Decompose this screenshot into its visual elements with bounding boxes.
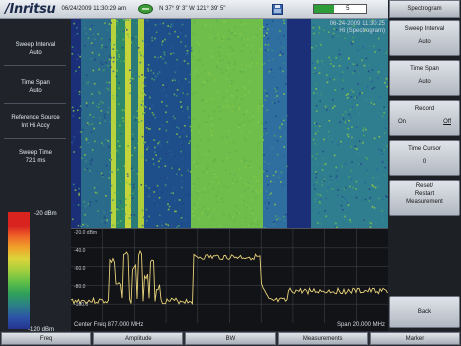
time-cursor-label: Time Cursor bbox=[408, 146, 441, 152]
sweep-interval-label: Sweep Interval bbox=[15, 42, 56, 48]
spectrum-trace: -20.0 dBm -40.0 -60.0 -80.0 -100.0 bbox=[70, 228, 388, 331]
reset-line-1: Reset/ bbox=[415, 183, 434, 189]
sweep-interval-value: Auto bbox=[418, 39, 431, 45]
ref-level-2: -60.0 bbox=[74, 266, 86, 272]
softkey-panel: Spectrogram Sweep Interval Auto Time Spa… bbox=[388, 0, 461, 331]
bw-menu-button[interactable]: BW bbox=[185, 332, 276, 345]
spectrogram-header: 06-24-2009 11:30:25 Hi (Spectrogram) bbox=[330, 21, 385, 35]
reference-source-param: Reference Source Int Hi Accy bbox=[3, 114, 68, 130]
record-toggle[interactable]: Record On Off bbox=[389, 100, 460, 136]
softkey-menu-title: Spectrogram bbox=[389, 0, 460, 18]
spectrogram-band bbox=[81, 19, 111, 228]
time-span-label: Time Span bbox=[410, 66, 439, 72]
parameter-panel: Sweep Interval Auto Time Span Auto Refer… bbox=[0, 19, 71, 333]
spectrum-trace-line bbox=[70, 249, 388, 305]
spectrogram-display: 06-24-2009 11:30:25 Hi (Spectrogram) bbox=[71, 19, 388, 228]
freq-menu-button[interactable]: Freq bbox=[1, 332, 92, 345]
back-button[interactable]: Back bbox=[389, 296, 460, 328]
sweep-interval-button[interactable]: Sweep Interval Auto bbox=[389, 20, 460, 56]
gps-icon bbox=[138, 4, 154, 14]
sweep-time-value: 721 ms bbox=[25, 158, 46, 164]
spectrogram-band bbox=[111, 19, 116, 228]
center-freq-label: Center Freq 877.000 MHz bbox=[74, 322, 144, 328]
datetime-readout: 06/24/2009 11:30:29 am bbox=[61, 6, 127, 12]
spectrogram-timestamp: 06-24-2009 11:30:25 bbox=[329, 21, 385, 27]
divider bbox=[4, 103, 66, 104]
spectrogram-band bbox=[191, 19, 263, 228]
ref-level-3: -80.0 bbox=[74, 284, 86, 290]
gps-coordinates: N 37° 9' 3" W 121° 39' 5" bbox=[159, 6, 226, 12]
marker-menu-button[interactable]: Marker bbox=[369, 332, 461, 345]
divider bbox=[4, 138, 66, 139]
scale-bottom-label: -120 dBm bbox=[28, 327, 55, 333]
time-cursor-button[interactable]: Time Cursor 0 bbox=[389, 140, 460, 176]
amplitude-menu-button[interactable]: Amplitude bbox=[93, 332, 184, 345]
time-span-label: Time Span bbox=[21, 80, 50, 86]
reset-line-2: Restart bbox=[414, 191, 435, 197]
trace-plot bbox=[70, 229, 388, 323]
time-cursor-value: 0 bbox=[422, 159, 427, 165]
reference-source-label: Reference Source bbox=[11, 115, 60, 121]
sweep-interval-label: Sweep Interval bbox=[404, 26, 445, 32]
spectrogram-band bbox=[71, 19, 81, 228]
battery-icon: 5 bbox=[312, 4, 367, 14]
spectrogram-image bbox=[71, 19, 388, 228]
back-label: Back bbox=[417, 309, 432, 315]
spectrogram-band bbox=[138, 19, 144, 228]
battery-level-bar bbox=[313, 5, 335, 13]
spectrogram-band bbox=[263, 19, 287, 228]
span-label: Span 20.000 MHz bbox=[336, 322, 385, 328]
save-icon[interactable] bbox=[271, 3, 283, 15]
frequency-labels: Center Freq 877.000 MHz Span 20.000 MHz bbox=[71, 322, 388, 331]
spectrogram-mode: Hi (Spectrogram) bbox=[339, 28, 385, 34]
record-label: Record bbox=[414, 106, 435, 112]
sweep-time-label: Sweep Time bbox=[18, 150, 52, 156]
sweep-interval-value: Auto bbox=[29, 50, 42, 56]
time-span-param: Time Span Auto bbox=[3, 79, 68, 95]
ref-level-4: -100.0 bbox=[74, 302, 89, 308]
time-span-value: Auto bbox=[418, 79, 431, 85]
spectrogram-band bbox=[144, 19, 191, 228]
reset-line-3: Measurement bbox=[406, 199, 443, 205]
reset-restart-button[interactable]: Reset/ Restart Measurement bbox=[389, 180, 460, 216]
main-menu-bar: Freq Amplitude BW Measurements Marker bbox=[0, 331, 461, 346]
measurements-menu-button[interactable]: Measurements bbox=[277, 332, 368, 345]
status-bar: /Inritsu 06/24/2009 11:30:29 am N 37° 9'… bbox=[0, 0, 388, 19]
spectrogram-band bbox=[116, 19, 125, 228]
ref-level-1: -40.0 bbox=[74, 248, 86, 254]
ref-level-0: -20.0 dBm bbox=[74, 230, 98, 236]
record-off-option[interactable]: Off bbox=[443, 119, 451, 125]
battery-label: 5 bbox=[346, 6, 350, 12]
spectrogram-band bbox=[311, 19, 388, 228]
time-span-value: Auto bbox=[29, 88, 42, 94]
reference-source-value: Int Hi Accy bbox=[21, 123, 50, 129]
spectrogram-band bbox=[125, 19, 131, 228]
spectrogram-band bbox=[287, 19, 311, 228]
spectrogram-band bbox=[131, 19, 138, 228]
scale-top-label: -20 dBm bbox=[34, 211, 57, 217]
time-span-button[interactable]: Time Span Auto bbox=[389, 60, 460, 96]
sweep-time-param: Sweep Time 721 ms bbox=[3, 149, 68, 165]
divider bbox=[4, 65, 66, 66]
record-on-option[interactable]: On bbox=[398, 119, 407, 125]
sweep-interval-param: Sweep Interval Auto bbox=[3, 41, 68, 57]
brand-logo: /Inritsu bbox=[5, 1, 56, 17]
record-options: On Off bbox=[390, 119, 459, 125]
color-scale-bar bbox=[8, 212, 30, 329]
